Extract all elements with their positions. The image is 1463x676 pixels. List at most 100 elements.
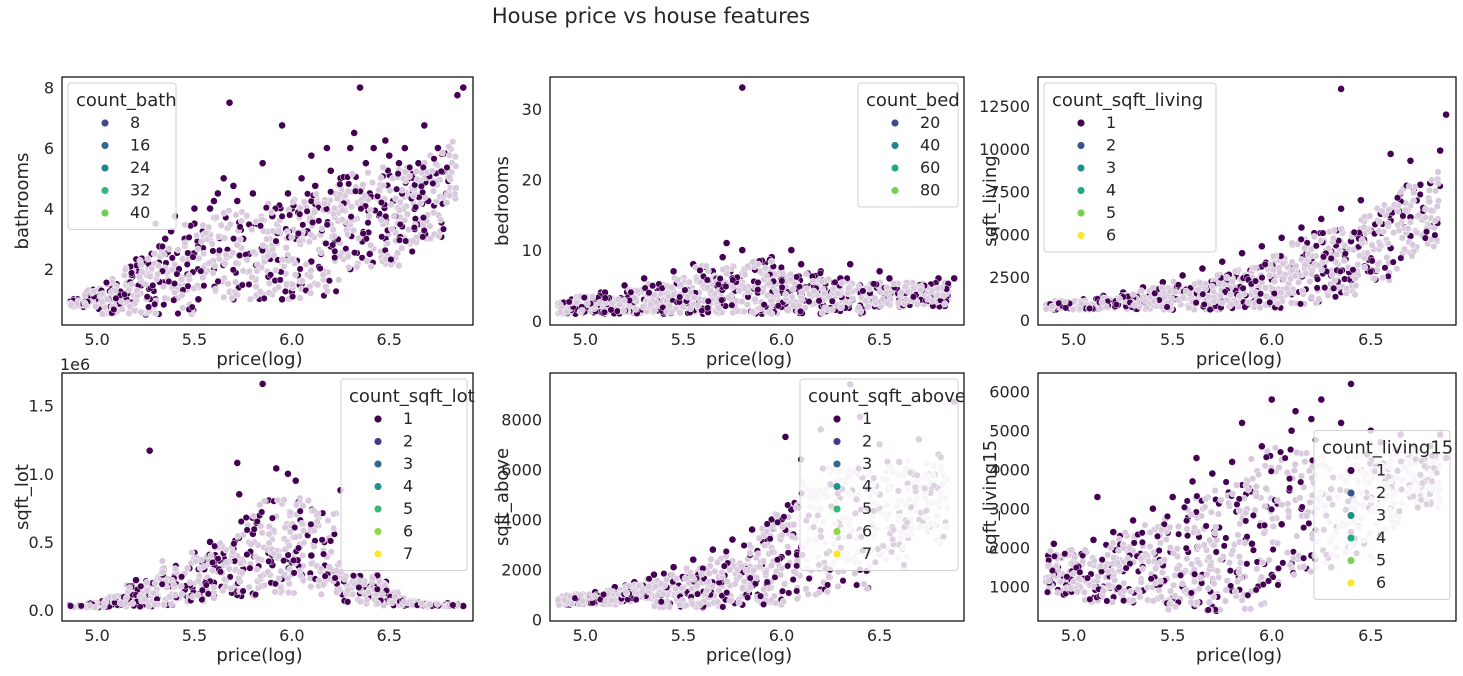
legend-marker — [373, 414, 383, 424]
density-point — [188, 549, 196, 557]
density-point — [1077, 300, 1085, 308]
density-point — [774, 302, 782, 310]
density-point — [234, 532, 242, 540]
density-point — [406, 163, 414, 172]
density-point — [778, 277, 786, 285]
data-point — [722, 239, 731, 247]
density-point — [181, 239, 189, 247]
density-point — [1130, 301, 1138, 309]
data-point — [365, 250, 374, 258]
density-point — [879, 295, 887, 303]
density-point — [1086, 304, 1094, 312]
density-point — [1269, 252, 1278, 260]
density-point — [116, 599, 124, 607]
legend-entry-label: 2 — [1106, 136, 1116, 155]
density-point — [411, 215, 419, 223]
y-axis-label: bathrooms — [12, 153, 33, 250]
density-point — [197, 556, 205, 564]
density-point — [200, 249, 208, 258]
density-point — [765, 280, 773, 288]
data-point — [459, 83, 468, 92]
x-tick-label: 5.0 — [573, 330, 598, 349]
data-point — [194, 295, 203, 304]
density-point — [704, 304, 712, 312]
density-point — [719, 266, 727, 274]
density-point — [258, 529, 266, 537]
density-point — [439, 225, 448, 233]
density-point — [763, 291, 771, 299]
density-point — [723, 589, 731, 597]
density-point — [633, 287, 641, 295]
density-point — [777, 571, 785, 579]
density-point — [358, 254, 366, 262]
density-point — [377, 174, 385, 182]
density-point — [317, 590, 325, 598]
density-point — [1399, 212, 1407, 220]
legend-marker — [832, 504, 842, 514]
density-point — [151, 579, 159, 587]
density-point — [177, 590, 185, 598]
density-point — [324, 517, 332, 525]
data-point — [459, 602, 468, 610]
data-point — [669, 563, 678, 572]
density-point — [620, 306, 628, 315]
y-tick-label: 1.5 — [29, 397, 54, 416]
density-point — [335, 276, 343, 284]
density-point — [257, 572, 265, 581]
legend-entry-label: 1 — [1106, 113, 1116, 132]
density-point — [1319, 229, 1327, 237]
density-point — [432, 198, 440, 206]
scatter-points — [66, 83, 468, 319]
density-point — [152, 309, 160, 317]
density-point — [778, 531, 786, 539]
density-point — [275, 575, 283, 583]
density-point — [277, 567, 285, 575]
density-point — [793, 595, 801, 603]
density-band — [66, 494, 461, 611]
density-point — [97, 290, 105, 298]
data-point — [400, 144, 409, 152]
density-point — [126, 303, 134, 311]
density-point — [703, 283, 711, 291]
density-point — [199, 274, 207, 282]
density-point — [689, 600, 697, 608]
legend-box — [799, 378, 959, 571]
density-point — [788, 293, 796, 301]
density-point — [238, 208, 246, 216]
density-point — [181, 221, 189, 229]
density-point — [1301, 261, 1309, 269]
density-point — [296, 572, 305, 580]
density-point — [705, 578, 713, 586]
density-point — [171, 591, 180, 599]
legend-marker — [100, 141, 110, 150]
density-point — [1288, 239, 1296, 247]
density-point — [1261, 260, 1269, 268]
data-point — [323, 144, 331, 152]
density-point — [773, 511, 781, 519]
density-point — [1258, 274, 1266, 282]
legend-marker — [1076, 208, 1086, 218]
legend-title: count_sqft_above — [808, 386, 966, 407]
density-point — [709, 582, 717, 590]
density-point — [265, 523, 273, 531]
density-point — [429, 187, 438, 195]
density-point — [679, 303, 687, 311]
density-point — [725, 293, 733, 301]
data-point — [420, 121, 429, 130]
data-point — [1228, 458, 1237, 466]
density-point — [909, 293, 918, 301]
density-point — [792, 504, 800, 512]
density-point — [299, 221, 307, 229]
density-point — [345, 263, 353, 271]
data-point — [1218, 257, 1227, 266]
density-point — [1426, 197, 1434, 206]
density-point — [264, 568, 272, 576]
density-point — [312, 190, 320, 198]
density-point — [313, 518, 321, 526]
density-point — [902, 295, 910, 303]
density-point — [212, 213, 220, 221]
density-point — [1378, 274, 1387, 282]
density-point — [738, 298, 746, 306]
